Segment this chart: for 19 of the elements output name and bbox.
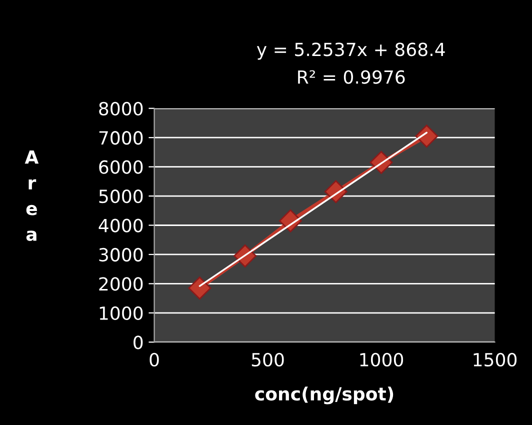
- y-axis-title: Area: [24, 150, 39, 241]
- text: R² = 0.9976: [298, 70, 405, 84]
- x-axis-title: conc(ng/spot): [255, 386, 394, 404]
- y-tick-label: 7000: [99, 131, 143, 145]
- y-tick-label: 3000: [99, 248, 143, 262]
- y-tick-label: 8000: [99, 102, 143, 116]
- point: [188, 276, 212, 300]
- x-tick-label: 0: [150, 352, 159, 367]
- text: y = 5.2537x + 868.4: [256, 42, 445, 60]
- y-tick-label: 4000: [98, 218, 143, 232]
- y-tick-label: 0: [134, 336, 143, 350]
- y-tick-label: 2000: [99, 277, 143, 291]
- point: [415, 124, 438, 148]
- y-tick-label: 1000: [100, 306, 143, 320]
- x-tick-label: 500: [252, 352, 284, 367]
- y-tick-label: 6000: [99, 160, 143, 174]
- y-tick-label: 5000: [99, 189, 143, 204]
- x-tick-label: 1000: [360, 352, 404, 367]
- x-tick-label: 1500: [474, 352, 517, 367]
